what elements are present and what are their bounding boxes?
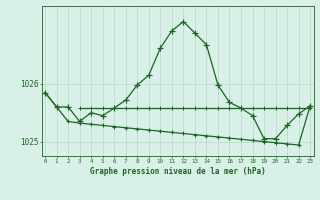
X-axis label: Graphe pression niveau de la mer (hPa): Graphe pression niveau de la mer (hPa) — [90, 167, 266, 176]
